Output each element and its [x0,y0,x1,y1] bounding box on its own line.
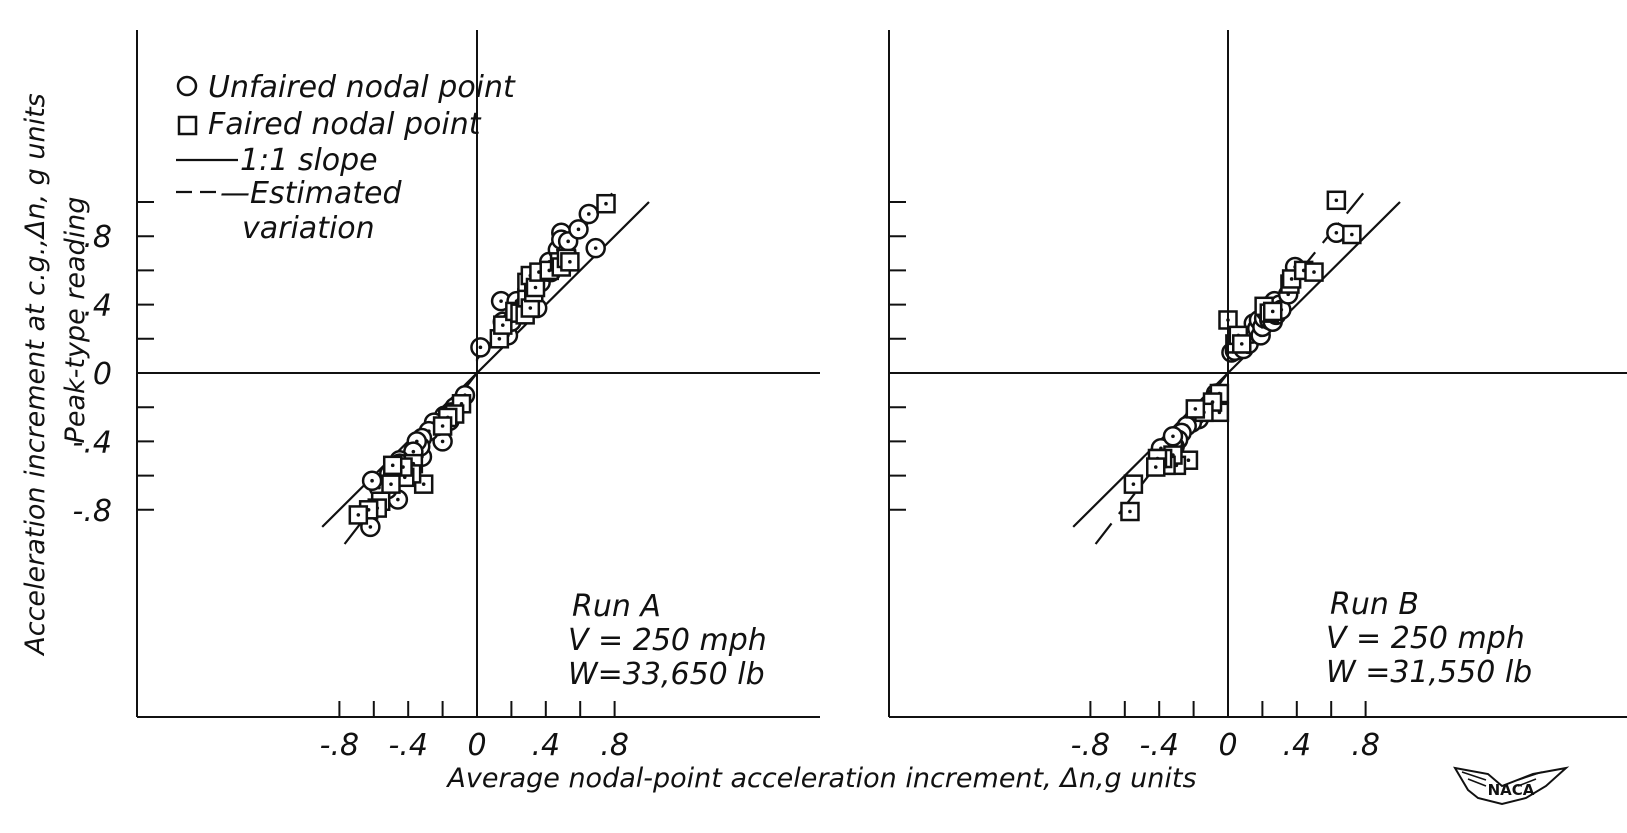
x-tick-label: .4 [531,728,560,763]
point-center-dot [587,212,591,216]
one-to-one-slope-line [1072,201,1401,528]
point-center-dot [411,449,416,454]
point-center-dot [593,246,598,250]
point-center-dot [499,299,503,303]
point-center-dot [396,497,400,502]
point-center-dot [566,239,570,244]
point-center-dot [528,306,533,310]
point-center-dot [421,482,426,486]
legend-label-faired: Faired nodal point [208,107,482,142]
legend-label-variation: variation [242,211,375,246]
point-center-dot [576,227,581,232]
run-label: Run B [1330,587,1419,622]
point-center-dot [1153,465,1158,469]
x-tick-label: 0 [467,728,486,763]
point-center-dot [1239,342,1244,346]
point-center-dot [370,478,374,483]
x-axis-title: Average nodal-point acceleration increme… [445,763,1196,794]
point-center-dot [1312,270,1316,274]
point-center-dot [1131,482,1136,486]
point-center-dot [1334,230,1339,235]
point-center-dot [1186,458,1191,463]
point-center-dot [440,439,445,444]
point-center-dot [1193,407,1198,411]
x-tick-label: -.4 [1139,728,1178,763]
naca-logo-text: NACA [1488,781,1535,799]
point-center-dot [497,337,502,341]
legend-label-unfaired: Unfaired nodal point [208,70,516,105]
y-tick-label: -.8 [73,494,112,529]
legend: Unfaired nodal point Faired nodal point … [176,70,516,246]
point-center-dot [368,525,373,529]
y-axis-title: Acceleration increment at c.g.,Δn, g uni… [20,93,51,657]
point-center-dot [568,260,572,264]
point-center-dot [1270,309,1275,314]
y-tick-label: .4 [83,289,112,324]
run-label: Run A [572,589,661,624]
point-center-dot [1289,277,1294,281]
y-tick-label: .8 [83,220,112,255]
naca-logo: NACA [1453,766,1570,806]
run-condition: W =31,550 lb [1326,655,1532,690]
legend-circle-marker [176,75,198,97]
point-center-dot [533,285,538,290]
point-center-dot [604,201,608,206]
run-condition: V = 250 mph [568,623,767,658]
naca-logo-wing-lines [1461,771,1543,787]
x-tick-label: 0 [1218,728,1237,763]
run-condition: W=33,650 lb [568,657,765,692]
point-center-dot [390,463,395,468]
legend-square-marker [177,115,198,136]
x-tick-label: .4 [1282,728,1311,763]
point-center-dot [1350,232,1354,237]
point-center-dot [440,424,445,428]
naca-logo-wings [1453,766,1570,806]
x-tick-label: -.4 [388,728,427,763]
x-tick-label: .8 [1351,728,1380,763]
point-center-dot [356,513,361,517]
legend-label-estimated: —Estimated [220,176,403,211]
legend-label-slope: 1:1 slope [240,143,378,178]
y-axis-subtitle: Peak-type reading [60,197,91,444]
run-condition: V = 250 mph [1326,621,1525,656]
y-tick-label: 0 [93,357,112,392]
point-center-dot [389,482,393,486]
y-tick-label: -.4 [73,425,112,460]
point-center-dot [1334,198,1339,203]
point-center-dot [478,345,483,350]
point-center-dot [1128,509,1132,514]
x-tick-label: .8 [600,728,629,763]
x-tick-label: -.8 [1071,728,1110,763]
point-center-dot [1171,434,1175,439]
point-center-dot [501,323,505,327]
x-tick-label: -.8 [320,728,359,763]
